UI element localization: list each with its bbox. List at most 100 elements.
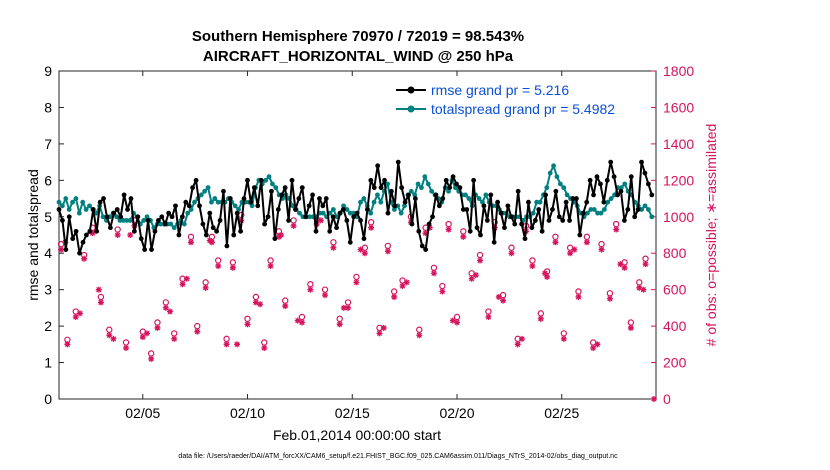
rmse-point (183, 199, 189, 205)
totalspread-point (466, 196, 472, 201)
rmse-point (155, 218, 161, 223)
rmse-point (478, 232, 483, 238)
totalspread-point (188, 207, 194, 212)
obs-assimilated-marker (368, 224, 375, 231)
totalspread-point (70, 199, 75, 205)
rmse-point (159, 214, 165, 220)
totalspread-point (608, 196, 614, 201)
rmse-point (457, 185, 463, 191)
y-right-tick-label: 200 (663, 355, 687, 371)
obs-assimilated-marker (544, 273, 551, 280)
obs-assimilated-marker (357, 246, 364, 253)
rmse-point (299, 185, 305, 191)
rmse-point (635, 207, 641, 212)
rmse-point (63, 247, 69, 252)
rmse-point (56, 207, 62, 212)
rmse-point (125, 207, 130, 212)
obs-assimilated-marker (162, 304, 169, 311)
rmse-point (519, 221, 524, 227)
rmse-point (481, 203, 487, 209)
obs-assimilated-marker (229, 264, 236, 271)
y-left-tick-label: 1 (44, 355, 52, 371)
obs-assimilated-marker (575, 293, 582, 300)
legend: rmse grand pr = 5.216 totalspread grand … (396, 82, 615, 117)
totalspread-point (198, 192, 204, 198)
rmse-point (539, 228, 545, 234)
obs-assimilated-marker (640, 286, 647, 293)
totalspread-point (402, 203, 407, 209)
totalspread-point (232, 203, 238, 209)
obs-count-markers (57, 211, 657, 402)
rmse-point (351, 214, 357, 220)
totalspread-point (419, 185, 424, 191)
obs-assimilated-marker (468, 275, 475, 282)
y-left-tick-label: 3 (44, 282, 52, 298)
rmse-point (536, 207, 542, 212)
totalspread-point (452, 185, 458, 191)
totalspread-point (480, 199, 485, 205)
rmse-point (317, 196, 322, 201)
rmse-point (598, 181, 603, 187)
totalspread-point (202, 188, 208, 194)
rmse-point (474, 225, 480, 231)
rmse-point (512, 221, 518, 227)
obs-assimilated-marker (110, 335, 117, 342)
obs-assimilated-marker (537, 315, 544, 322)
obs-assimilated-marker (171, 335, 178, 342)
totalspread-point (212, 196, 218, 201)
rmse-point (323, 196, 329, 201)
obs-assimilated-marker (594, 341, 601, 348)
totalspread-point (83, 207, 89, 212)
rmse-point (574, 196, 579, 201)
obs-assimilated-marker (336, 321, 343, 328)
rmse-point (207, 210, 213, 216)
y-right-tick-label: 1400 (663, 136, 694, 152)
rmse-point (245, 177, 250, 183)
totalspread-point (236, 207, 241, 212)
obs-assimilated-marker (361, 250, 368, 257)
totalspread-point (341, 203, 346, 209)
rmse-point (289, 177, 295, 183)
rmse-point (142, 247, 148, 252)
y-left-tick-label: 2 (44, 318, 52, 334)
legend-rmse-label: rmse grand pr = 5.216 (431, 82, 569, 98)
obs-assimilated-marker (322, 292, 329, 299)
legend-rmse-marker (407, 86, 415, 94)
totalspread-point (320, 210, 326, 216)
rmse-point (639, 159, 644, 165)
rmse-point (502, 225, 507, 231)
rmse-series (56, 159, 655, 256)
obs-assimilated-marker (179, 281, 186, 288)
x-tick-label: 02/15 (335, 405, 370, 421)
rmse-point (203, 232, 209, 238)
rmse-point (577, 232, 583, 238)
legend-spread-marker (407, 105, 415, 113)
obs-assimilated-marker (642, 261, 649, 268)
totalspread-point (297, 210, 302, 216)
totalspread-point (561, 185, 567, 191)
rmse-point (529, 225, 535, 231)
rmse-point (121, 192, 127, 198)
rmse-point (344, 218, 350, 223)
y-left-tick-label: 6 (44, 172, 52, 188)
obs-assimilated-marker (127, 232, 134, 238)
rmse-point (152, 228, 158, 234)
obs-assimilated-marker (422, 230, 429, 237)
rmse-point (341, 207, 346, 212)
rmse-point (645, 181, 651, 187)
rmse-point (385, 210, 391, 216)
rmse-point (604, 177, 610, 183)
totalspread-point (378, 199, 384, 205)
rmse-point (608, 159, 614, 165)
totalspread-point (117, 218, 123, 223)
obs-assimilated-marker (430, 270, 437, 277)
rmse-point (70, 236, 76, 242)
totalspread-point (307, 214, 313, 220)
rmse-point (625, 207, 631, 212)
rmse-point (186, 203, 192, 209)
obs-assimilated-marker (426, 224, 433, 231)
totalspread-point (588, 207, 594, 212)
totalspread-point (127, 218, 133, 223)
x-axis-label: Feb.01,2014 00:00:00 start (273, 427, 441, 443)
obs-assimilated-marker (167, 308, 174, 315)
